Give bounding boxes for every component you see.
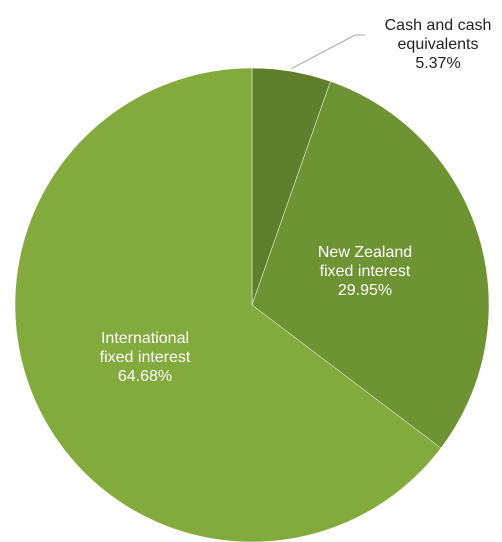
slice-label-1: New Zealand fixed interest 29.95% [318, 244, 412, 299]
pie-slice-1 [251, 81, 490, 449]
slice-label-0: Cash and cash equivalents 5.37% [385, 17, 492, 72]
pie-slice-2 [14, 67, 442, 542]
slice-name-line-0-0: Cash and cash [385, 17, 492, 34]
leader-lines [291, 34, 365, 69]
slice-labels: Cash and cash equivalents 5.37% New Zealand… [100, 17, 492, 385]
slice-name-line-1-1: fixed interest [320, 263, 411, 280]
slice-name-line-2-0: International [101, 330, 189, 347]
slice-name-line-0-1: equivalents [398, 36, 479, 53]
slice-value-label-1: 29.95% [338, 282, 392, 299]
slice-value-label-0: 5.37% [415, 55, 460, 72]
slice-name-line-1-0: New Zealand [318, 244, 412, 261]
pie-slices [14, 67, 490, 542]
slice-label-2: International fixed interest 64.68% [100, 330, 191, 385]
slice-value-label-2: 64.68% [118, 368, 172, 385]
leader-line-0 [291, 34, 365, 69]
slice-name-line-2-1: fixed interest [100, 349, 191, 366]
